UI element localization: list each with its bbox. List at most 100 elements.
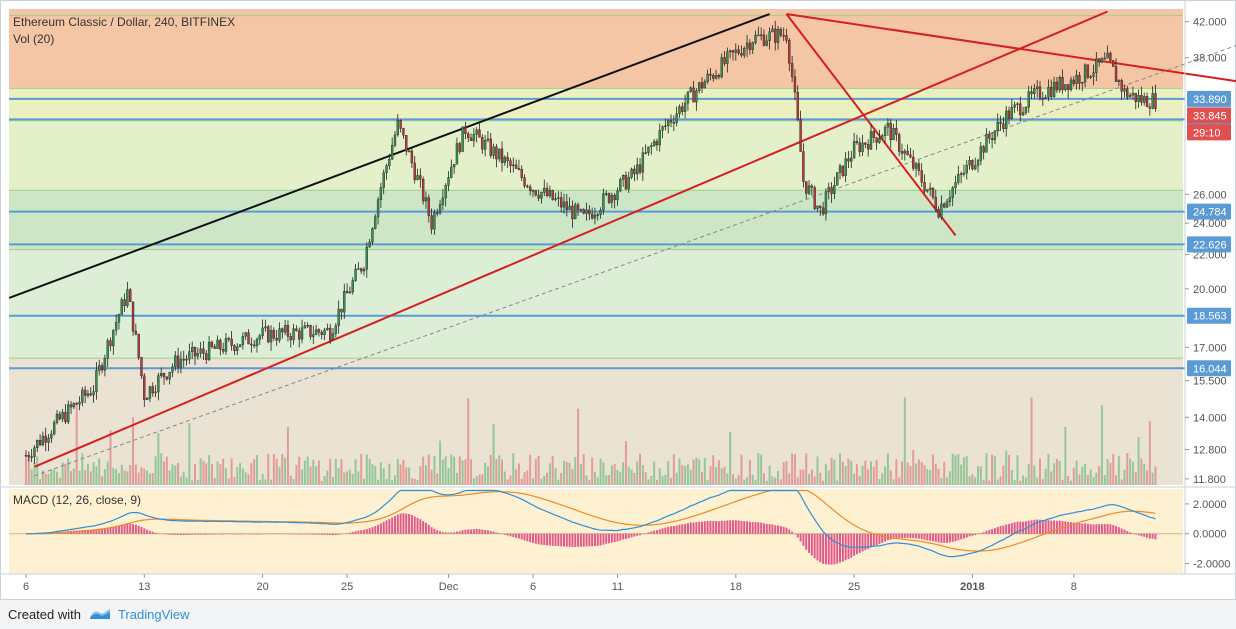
candle-body [106,340,109,359]
candle-body [162,373,166,378]
candle-body [728,50,732,53]
volume-bar [78,470,81,485]
candle-body [1100,58,1104,63]
candle-body [30,456,33,458]
volume-bar [224,468,227,485]
macd-histogram-bar [968,533,971,537]
candle-body [213,346,216,349]
volume-bar [351,473,354,485]
volume-bar [123,470,126,485]
volume-bar [543,475,546,485]
macd-histogram-bar [1100,524,1103,534]
candle-body [137,333,140,358]
volume-bar [839,453,842,485]
macd-histogram-bar [872,533,875,547]
volume-bar [346,471,349,485]
macd-histogram-bar [140,526,143,534]
candle-body [337,308,340,326]
candle-body [436,212,439,214]
volume-bar [1154,466,1157,485]
tradingview-logo-icon[interactable] [88,606,112,622]
macd-histogram-bar [819,533,822,563]
macd-histogram-bar [870,533,872,548]
macd-histogram-bar [830,533,833,565]
candle-body [1112,60,1115,67]
macd-histogram-bar [306,533,309,535]
macd-histogram-bar [574,533,577,547]
candle-body [475,129,478,135]
candle-body [50,433,53,439]
candle-body [855,141,859,143]
macd-histogram-bar [858,533,861,553]
candle-body [424,197,428,202]
candle-body [852,141,856,159]
macd-histogram-bar [672,525,675,534]
volume-bar [926,469,929,485]
volume-bar [1055,458,1058,485]
candle-body [145,398,149,400]
macd-histogram-bar [720,520,723,534]
chart-canvas[interactable]: 42.000 38.000 26.000 24.000 22.000 20.000 17.0… [1,1,1236,601]
volume-bar [968,476,971,485]
volume-bar [1112,453,1115,485]
volume-bar [627,466,630,485]
volume-bar [1151,472,1154,485]
volume-bar [875,459,878,485]
volume-bar [33,462,36,485]
candle-body [326,327,329,331]
candle-body [689,87,692,92]
candle-body [185,358,188,361]
candle-body [503,156,507,163]
candle-body [190,347,194,352]
macd-histogram-bar [726,520,729,534]
candle-body [1109,52,1112,61]
price-badges: 33.89032.02424.78422.62618.56316.04433.8… [1187,90,1231,377]
candle-body [861,142,864,153]
candle-body [627,177,630,190]
candle-body [238,344,242,348]
macd-histogram-bar [1024,521,1027,534]
tradingview-link[interactable]: TradingView [118,607,190,622]
candle-body [526,185,529,188]
candle-body [500,148,504,163]
macd-histogram-bar [898,533,901,538]
candle-body [224,338,228,352]
volume-bar [731,474,734,485]
candle-body [559,197,563,208]
candle-body [776,28,780,43]
candle-body [1103,57,1106,60]
macd-pane [1,486,1236,574]
candle-body [143,375,146,400]
volume-bar [616,470,619,485]
macd-histogram-bar [134,524,137,534]
macd-histogram-bar [388,519,391,534]
macd-histogram-bar [948,533,951,543]
candle-body [334,325,338,334]
candle-body [534,190,538,196]
volume-bar [315,466,318,485]
volume-bar [703,457,706,485]
macd-histogram-bar [230,533,233,535]
macd-histogram-bar [1067,521,1070,534]
volume-bar [450,454,453,485]
candle-body [906,150,909,155]
macd-histogram-bar [484,530,487,534]
time-tick-label: 13 [138,581,150,593]
candle-body [179,359,183,368]
volume-bar [661,475,664,485]
macd-histogram-bar [751,522,754,534]
volume-bar [413,478,416,485]
volume-bar [551,455,554,485]
fib-zone [9,190,1183,250]
macd-histogram-bar [185,533,188,535]
volume-bar [132,417,135,485]
macd-histogram-bar [993,528,996,534]
volume-bar [957,454,960,485]
macd-histogram-bar [909,533,912,538]
volume-bar [253,458,256,485]
volume-bar [977,466,980,485]
macd-histogram-bar [1036,519,1039,534]
volume-bar [1002,465,1005,485]
macd-histogram-bar [489,531,492,534]
candle-body [433,212,436,230]
